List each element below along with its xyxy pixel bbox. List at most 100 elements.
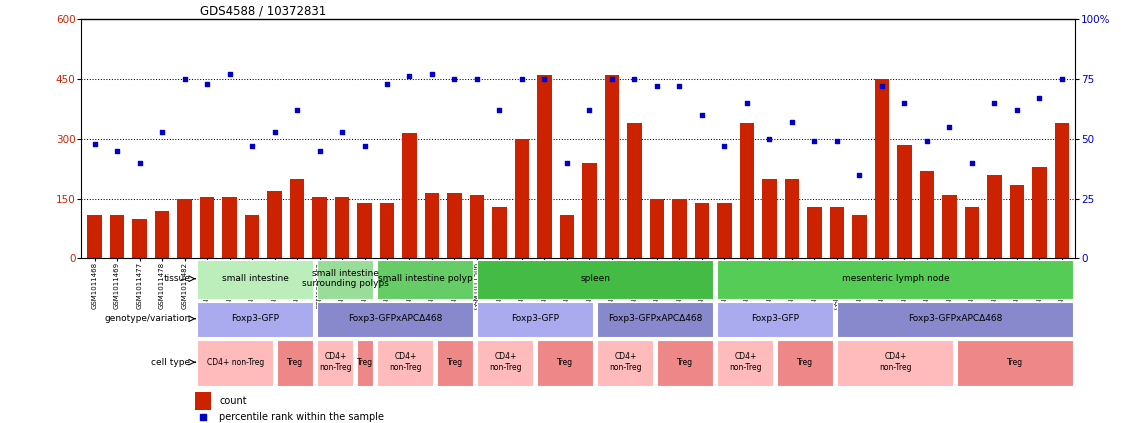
Bar (267, 191, 282, 258)
Text: count: count (220, 396, 247, 406)
Bar (717, 340, 774, 386)
Bar (717, 260, 1073, 299)
Bar (1010, 184, 1025, 258)
Point (491, 107, 509, 113)
Point (243, 143, 261, 149)
Text: CD4+
non-Treg: CD4+ non-Treg (730, 352, 761, 372)
Bar (627, 123, 642, 258)
Bar (672, 198, 687, 258)
Text: small intestine: small intestine (222, 274, 289, 283)
Bar (318, 340, 354, 386)
Point (873, 82, 891, 89)
Bar (197, 340, 274, 386)
Text: percentile rank within the sample: percentile rank within the sample (220, 412, 384, 422)
Text: small intestine
surrounding polyps: small intestine surrounding polyps (302, 269, 388, 288)
Point (513, 75, 531, 82)
Bar (605, 75, 619, 258)
Bar (244, 214, 259, 258)
Bar (197, 260, 313, 299)
Point (558, 159, 577, 166)
Text: Treg: Treg (797, 358, 813, 367)
Point (108, 147, 126, 154)
Bar (942, 195, 957, 258)
Point (963, 159, 981, 166)
Point (221, 71, 239, 77)
Point (738, 99, 756, 106)
Bar (196, 392, 212, 410)
Point (423, 71, 441, 77)
Text: tissue: tissue (163, 274, 190, 283)
Bar (785, 179, 799, 258)
Bar (838, 340, 954, 386)
Text: GDS4588 / 10372831: GDS4588 / 10372831 (200, 5, 327, 18)
Bar (425, 192, 439, 258)
Text: Treg: Treg (557, 358, 573, 367)
Point (266, 128, 284, 135)
Text: CD4+
non-Treg: CD4+ non-Treg (489, 352, 521, 372)
Point (195, 413, 213, 420)
Bar (1055, 123, 1070, 258)
Bar (537, 75, 552, 258)
Point (828, 138, 846, 145)
Text: CD4+ non-Treg: CD4+ non-Treg (207, 358, 263, 367)
Bar (875, 79, 890, 258)
Point (783, 118, 801, 125)
Bar (197, 302, 313, 337)
Point (602, 75, 620, 82)
Text: Treg: Treg (287, 358, 304, 367)
Point (333, 128, 351, 135)
Bar (658, 340, 714, 386)
Point (805, 138, 823, 145)
Bar (897, 145, 912, 258)
Text: Foxp3-GFPxAPCΔ468: Foxp3-GFPxAPCΔ468 (909, 314, 1002, 323)
Bar (377, 260, 473, 299)
Text: spleen: spleen (580, 274, 610, 283)
Bar (377, 340, 434, 386)
Bar (965, 206, 980, 258)
Bar (318, 302, 473, 337)
Bar (379, 203, 394, 258)
Bar (762, 179, 777, 258)
Text: Foxp3-GFP: Foxp3-GFP (511, 314, 560, 323)
Bar (437, 340, 473, 386)
Point (985, 99, 1003, 106)
Text: Foxp3-GFP: Foxp3-GFP (751, 314, 799, 323)
Bar (154, 211, 169, 258)
Point (288, 107, 306, 113)
Bar (109, 214, 124, 258)
Text: mesenteric lymph node: mesenteric lymph node (841, 274, 949, 283)
Bar (277, 340, 313, 386)
Bar (920, 170, 935, 258)
Point (536, 75, 554, 82)
Point (176, 75, 194, 82)
Point (153, 128, 171, 135)
Bar (740, 123, 754, 258)
Bar (957, 340, 1073, 386)
Point (311, 147, 329, 154)
Bar (312, 197, 327, 258)
Text: genotype/variation: genotype/variation (105, 314, 190, 323)
Point (895, 99, 913, 106)
Text: cell type: cell type (151, 358, 190, 367)
Point (446, 75, 464, 82)
Bar (807, 206, 822, 258)
Bar (830, 206, 844, 258)
Point (918, 138, 936, 145)
Bar (357, 340, 374, 386)
Bar (650, 198, 664, 258)
Point (715, 143, 733, 149)
Text: Treg: Treg (357, 358, 374, 367)
Point (940, 124, 958, 130)
Bar (695, 203, 709, 258)
Bar (852, 214, 867, 258)
Point (86, 140, 104, 147)
Text: Treg: Treg (1008, 358, 1024, 367)
Point (850, 171, 868, 178)
Bar (334, 197, 349, 258)
Text: Treg: Treg (447, 358, 464, 367)
Point (580, 107, 598, 113)
Bar (717, 302, 833, 337)
Bar (717, 203, 732, 258)
Bar (582, 163, 597, 258)
Bar (560, 214, 574, 258)
